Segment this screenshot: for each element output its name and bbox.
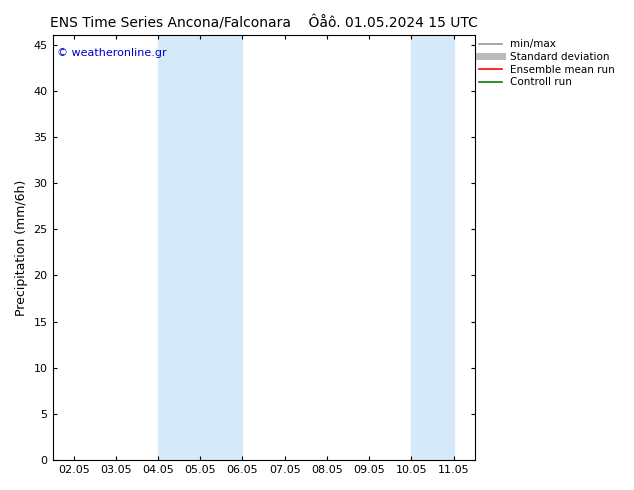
Legend: min/max, Standard deviation, Ensemble mean run, Controll run: min/max, Standard deviation, Ensemble me… [475, 35, 619, 92]
Bar [158, 35, 242, 460]
Title: ENS Time Series Ancona/Falconara    Ôåô. 01.05.2024 15 UTC: ENS Time Series Ancona/Falconara Ôåô. 01… [49, 15, 477, 30]
Text: © weatheronline.gr: © weatheronline.gr [57, 48, 166, 58]
Y-axis label: Precipitation (mm/6h): Precipitation (mm/6h) [15, 180, 28, 316]
Bar [411, 35, 453, 460]
